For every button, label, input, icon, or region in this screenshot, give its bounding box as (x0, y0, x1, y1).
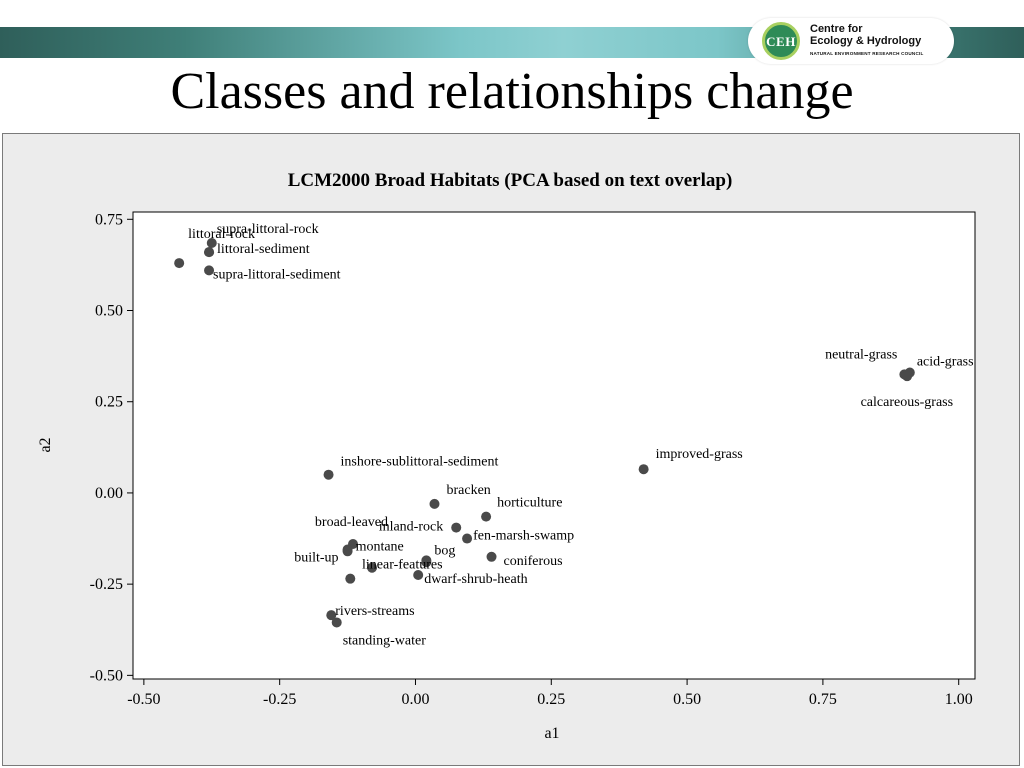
logo-line-1: Centre for (810, 23, 863, 35)
x-tick-label: -0.50 (127, 691, 160, 708)
data-point (342, 546, 353, 557)
data-point-label: improved-grass (656, 447, 743, 462)
data-point-label: supra-littoral-rock (217, 222, 319, 237)
x-tick-label: 0.75 (809, 691, 837, 708)
data-point (326, 610, 337, 621)
data-point-label: coniferous (504, 554, 563, 569)
data-point-label: fen-marsh-swamp (473, 529, 574, 544)
plot-area (132, 211, 976, 680)
x-tick-label: 0.25 (537, 691, 565, 708)
x-tick-label: 0.50 (673, 691, 701, 708)
data-point-label: bracken (446, 483, 490, 498)
slide-title: Classes and relationships change (170, 63, 854, 120)
logo-abbrev: CEH (766, 34, 796, 49)
y-tick-label: 0.00 (95, 485, 123, 502)
data-point-label: calcareous-grass (861, 395, 954, 410)
y-tick-label: -0.50 (90, 667, 123, 684)
data-point (902, 371, 913, 382)
y-tick-label: -0.25 (90, 576, 123, 593)
data-point (174, 258, 185, 269)
data-point-label: littoral-rock (188, 227, 255, 242)
data-point (204, 265, 215, 276)
data-point-label: bog (434, 543, 455, 558)
data-point-label: littoral-sediment (217, 242, 310, 257)
pca-scatter-chart: LCM2000 Broad Habitats (PCA based on tex… (37, 170, 976, 742)
data-point-label: inshore-sublittoral-sediment (341, 455, 499, 470)
data-point-label: standing-water (343, 633, 427, 648)
data-point (323, 469, 334, 480)
data-point-label: rivers-streams (335, 604, 414, 619)
data-point-label: built-up (294, 550, 338, 565)
data-point (462, 533, 473, 544)
data-point (429, 498, 440, 509)
data-point (413, 570, 424, 581)
data-point-label: supra-littoral-sediment (213, 267, 341, 282)
x-tick-label: 1.00 (945, 691, 973, 708)
ceh-logo: CEH Centre for Ecology & Hydrology NATUR… (748, 18, 954, 64)
data-point-label: montane (356, 539, 404, 554)
y-axis-ticks: -0.50 -0.25 0.00 0.25 0.50 0.75 (90, 211, 133, 684)
data-point-label: neutral-grass (825, 347, 897, 362)
y-tick-label: 0.25 (95, 394, 123, 411)
data-point (331, 617, 342, 628)
data-point-label: broad-leaved (315, 515, 388, 530)
ceh-logo-emblem: CEH (762, 22, 800, 60)
data-point (481, 511, 492, 522)
x-tick-label: -0.25 (263, 691, 296, 708)
data-point (206, 238, 217, 249)
data-point-label: horticulture (497, 496, 562, 511)
x-axis-ticks: -0.50 -0.25 0.00 0.25 0.50 0.75 1.00 (127, 679, 973, 708)
data-points (174, 238, 915, 628)
x-tick-label: 0.00 (401, 691, 429, 708)
y-tick-label: 0.50 (95, 303, 123, 320)
y-axis-label: a2 (37, 437, 54, 452)
data-point (345, 573, 356, 584)
logo-line-3: NATURAL ENVIRONMENT RESEARCH COUNCIL (810, 51, 924, 56)
y-tick-label: 0.75 (95, 211, 123, 228)
chart-title: LCM2000 Broad Habitats (PCA based on tex… (288, 170, 733, 191)
data-point (204, 247, 215, 258)
logo-line-2: Ecology & Hydrology (810, 35, 922, 47)
data-point (486, 551, 497, 562)
data-labels: supra-littoral-rocklittoral-rocklittoral… (188, 222, 973, 648)
data-point-label: inland-rock (379, 520, 444, 535)
x-axis-label: a1 (544, 725, 559, 742)
data-point-label: acid-grass (917, 355, 974, 370)
data-point-label: dwarf-shrub-heath (424, 572, 527, 587)
data-point (367, 562, 378, 573)
data-point (638, 464, 649, 475)
data-point (421, 555, 432, 566)
data-point (451, 522, 462, 533)
data-point-label: linear-features (362, 558, 443, 573)
